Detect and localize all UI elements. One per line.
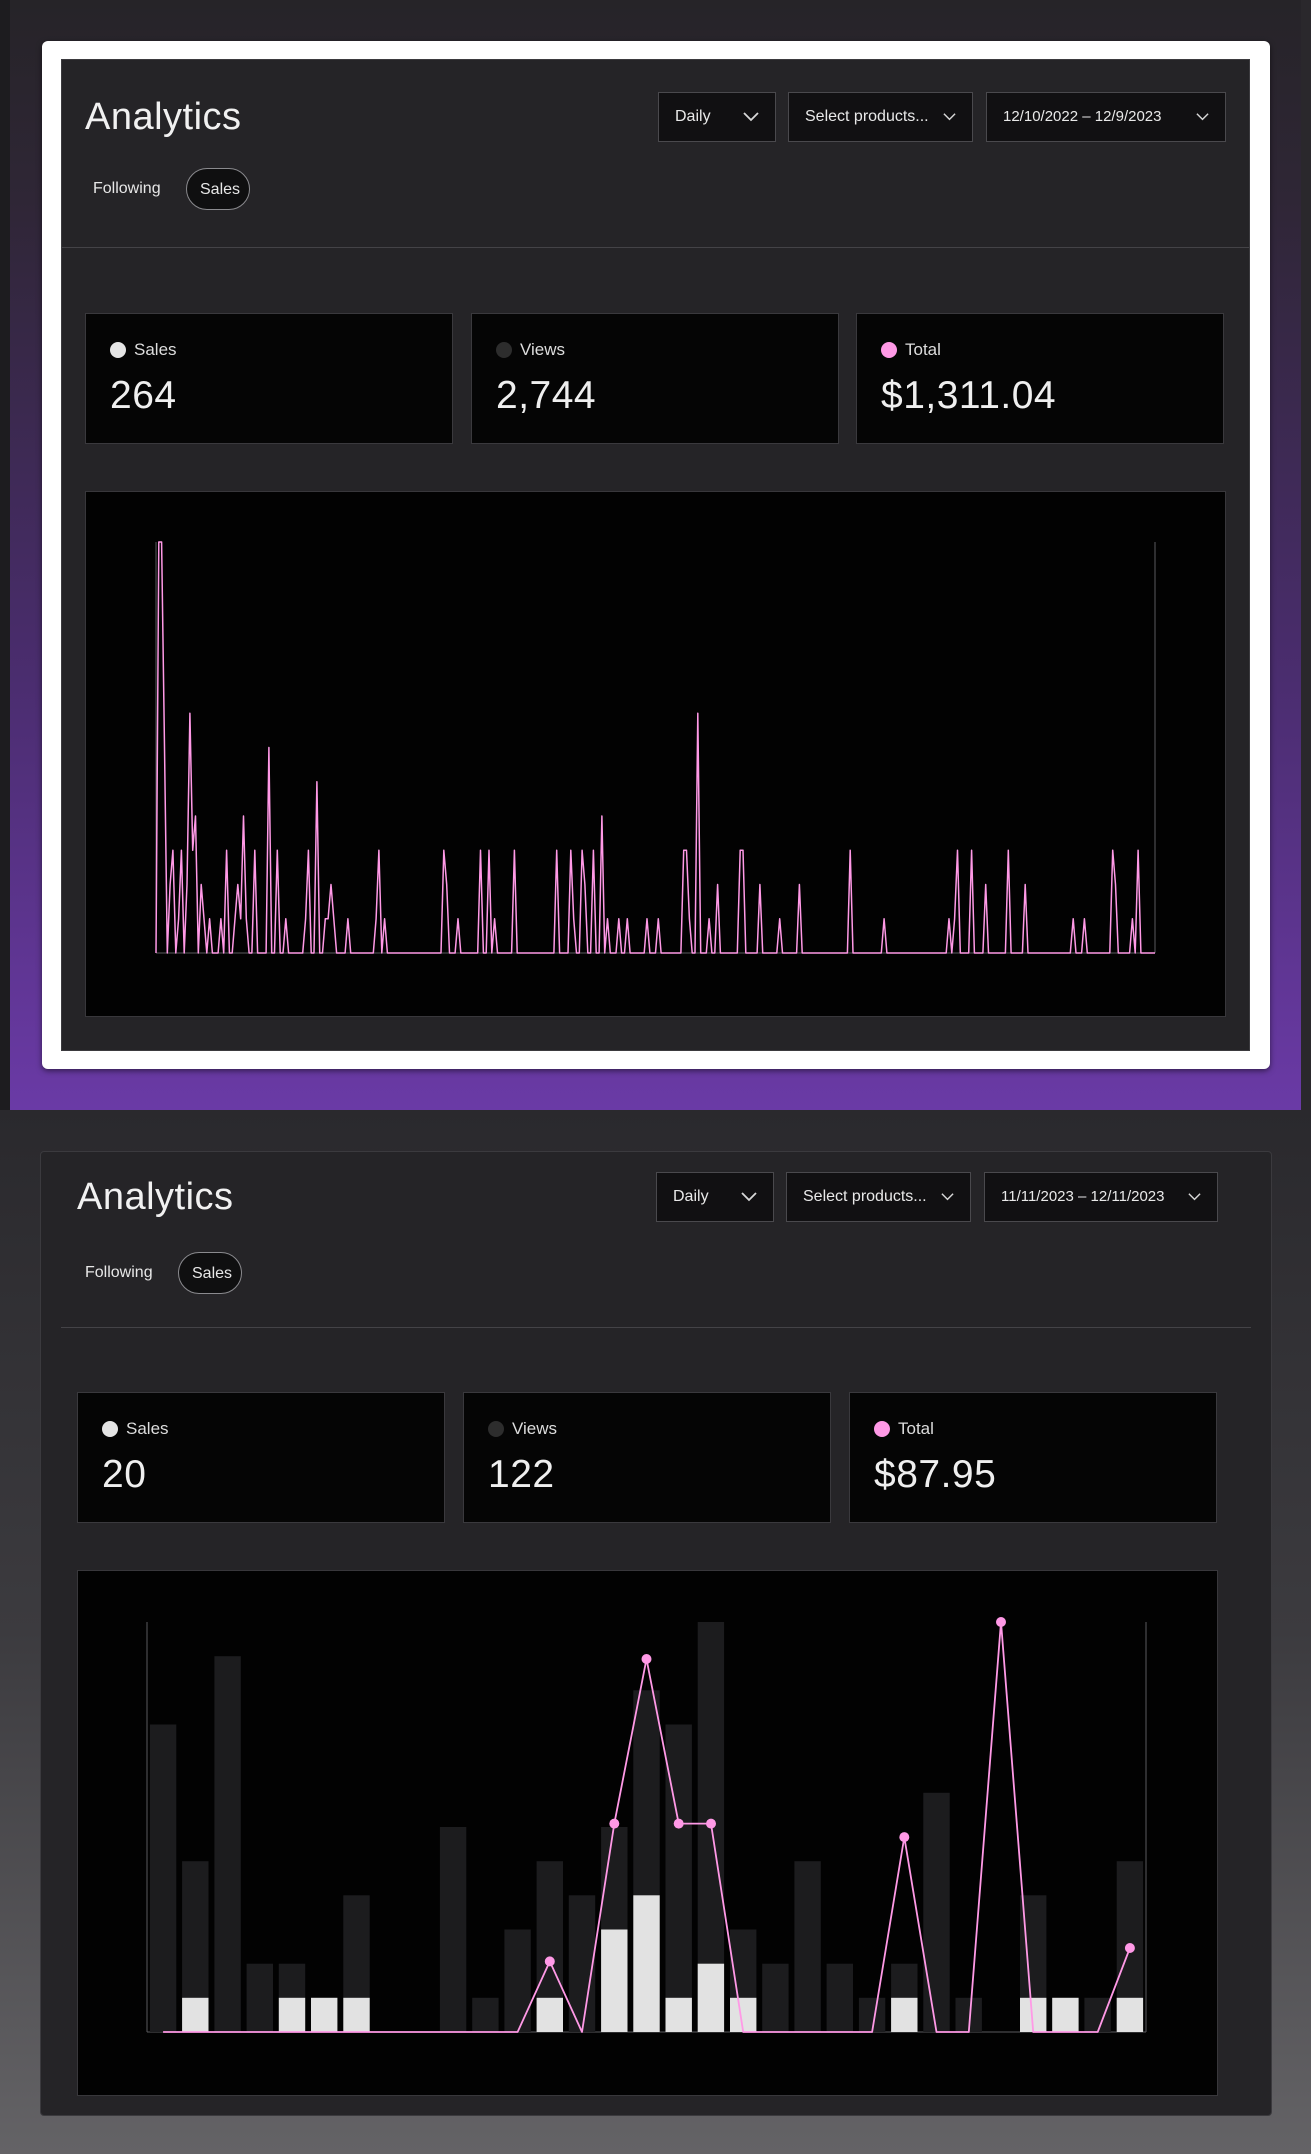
page-title: Analytics — [85, 96, 242, 138]
stat-label: Views — [520, 340, 566, 359]
sales-bar — [278, 1997, 306, 2032]
sales-dot-icon — [110, 342, 126, 358]
tab-following[interactable]: Following — [85, 1264, 153, 1281]
products-dropdown[interactable]: Select products... — [786, 1172, 971, 1222]
period-value: Daily — [675, 108, 711, 125]
stat-label: Total — [905, 340, 941, 359]
sales-bar — [343, 1997, 370, 2032]
products-value: Select products... — [805, 108, 929, 125]
views-bar — [472, 1997, 499, 2032]
stat-card-total: Total $87.95 — [849, 1392, 1217, 1523]
sales-bar — [1116, 1997, 1144, 2032]
sales-bar — [697, 1963, 725, 2032]
chevron-down-icon — [743, 112, 759, 122]
total-revenue-point — [544, 1956, 555, 1967]
date-range-picker[interactable]: 11/11/2023 – 12/11/2023 — [984, 1172, 1218, 1222]
sales-bar — [182, 1997, 209, 2032]
views-bar — [439, 1827, 467, 2032]
sales-bar — [601, 1929, 628, 2032]
stat-card-views: Views 122 — [463, 1392, 831, 1523]
date-range-value: 12/10/2022 – 12/9/2023 — [1003, 108, 1162, 125]
analytics-panel-month: Analytics Daily Select products... 11/11… — [40, 1151, 1272, 2116]
total-revenue-point — [899, 1832, 910, 1843]
stat-card-total: Total $1,311.04 — [856, 313, 1224, 444]
stat-label: Total — [898, 1419, 934, 1438]
sales-dot-icon — [102, 1421, 118, 1437]
period-dropdown[interactable]: Daily — [658, 92, 776, 142]
stat-value: 2,744 — [496, 374, 597, 417]
views-bar — [858, 1997, 886, 2032]
chevron-down-icon — [1188, 1193, 1201, 1201]
sales-chart-svg — [146, 1617, 1147, 2033]
views-bar — [504, 1929, 531, 2032]
views-bar — [665, 1724, 692, 2032]
views-bar — [214, 1656, 241, 2032]
tab-sales[interactable]: Sales — [178, 1252, 242, 1294]
sales-bar — [665, 1997, 692, 2032]
date-range-picker[interactable]: 12/10/2022 – 12/9/2023 — [986, 92, 1226, 142]
page-title: Analytics — [77, 1176, 234, 1218]
sales-chart-svg — [155, 541, 1156, 954]
sales-chart — [85, 491, 1226, 1017]
views-dot-icon — [496, 342, 512, 358]
total-revenue-point — [673, 1818, 684, 1829]
date-range-value: 11/11/2023 – 12/11/2023 — [1001, 1188, 1165, 1205]
views-bar — [762, 1963, 789, 2032]
products-value: Select products... — [803, 1188, 927, 1205]
views-bar — [794, 1861, 821, 2032]
stat-label: Sales — [134, 340, 177, 359]
views-bar — [246, 1963, 273, 2032]
analytics-panel-year: Analytics Daily Select products... 12/10… — [61, 59, 1250, 1051]
header-divider — [61, 1327, 1251, 1328]
stat-value: $87.95 — [874, 1453, 997, 1496]
period-dropdown[interactable]: Daily — [656, 1172, 774, 1222]
total-revenue-point — [609, 1818, 620, 1829]
stat-value: 264 — [110, 374, 177, 417]
views-bar — [568, 1895, 596, 2032]
period-value: Daily — [673, 1188, 709, 1205]
chevron-down-icon — [941, 1193, 954, 1201]
stat-label: Views — [512, 1419, 558, 1438]
stat-card-sales: Sales 20 — [77, 1392, 445, 1523]
sales-chart — [77, 1570, 1218, 2096]
header-divider — [62, 247, 1249, 248]
views-bar — [923, 1792, 950, 2032]
tab-sales[interactable]: Sales — [186, 168, 250, 210]
chevron-down-icon — [943, 113, 956, 121]
total-dot-icon — [881, 342, 897, 358]
products-dropdown[interactable]: Select products... — [788, 92, 973, 142]
total-revenue-point — [641, 1654, 652, 1664]
total-dot-icon — [874, 1421, 890, 1437]
views-bar — [826, 1963, 853, 2032]
tab-following[interactable]: Following — [93, 180, 161, 197]
sales-bar — [536, 1997, 563, 2032]
stat-value: 122 — [488, 1453, 555, 1496]
views-bar — [149, 1724, 177, 2032]
views-bar — [1084, 1997, 1111, 2032]
chevron-down-icon — [741, 1192, 757, 1202]
stat-value: $1,311.04 — [881, 374, 1057, 417]
chevron-down-icon — [1196, 113, 1209, 121]
sales-bar — [311, 1997, 338, 2032]
sales-bar — [1052, 1997, 1079, 2032]
sales-bar — [633, 1895, 660, 2032]
stat-card-sales: Sales 264 — [85, 313, 453, 444]
stat-value: 20 — [102, 1453, 147, 1496]
views-dot-icon — [488, 1421, 504, 1437]
total-revenue-point — [1124, 1943, 1135, 1953]
stat-label: Sales — [126, 1419, 169, 1438]
total-revenue-point — [996, 1617, 1006, 1627]
total-revenue-point — [706, 1818, 716, 1829]
sales-bar — [891, 1997, 918, 2032]
stat-card-views: Views 2,744 — [471, 313, 839, 444]
total-revenue-line — [155, 541, 1155, 954]
